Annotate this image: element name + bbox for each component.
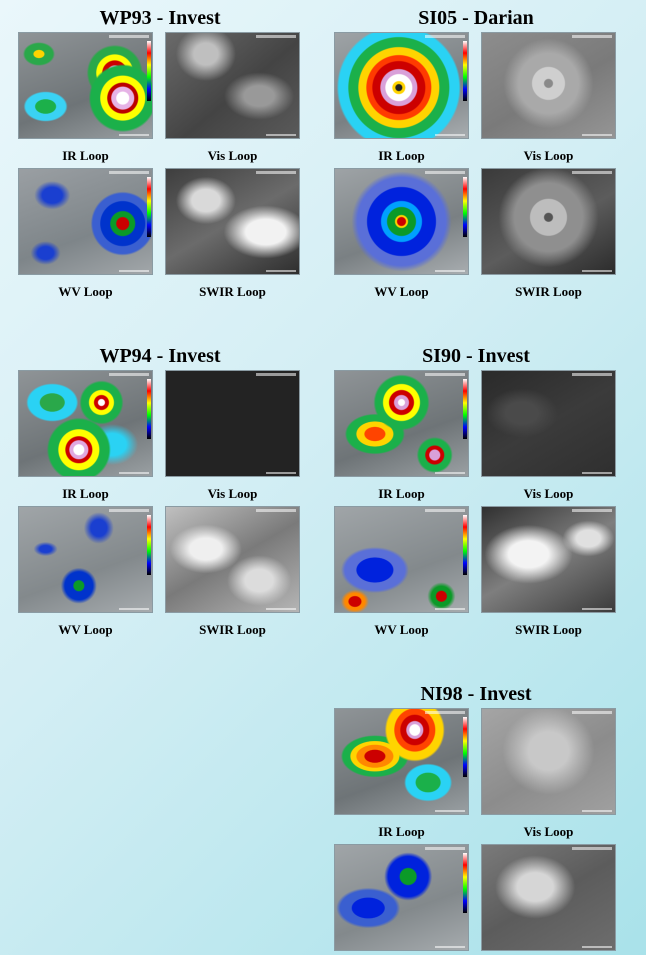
swir-loop-cell [481,844,616,951]
wv-loop-cell: WV Loop [18,506,153,638]
vis-loop-cell: Vis Loop [165,32,300,164]
storm-title: NI98 - Invest [420,683,532,705]
wv-loop-thumbnail[interactable] [18,168,153,275]
storm-panel-wp94: WP94 - Invest IR Loop Vis Loop WV Loop S… [15,344,305,660]
swir-loop-thumbnail[interactable] [481,168,616,275]
ir-loop-link[interactable]: IR Loop [62,486,109,501]
wv-loop-cell [334,844,469,951]
storm-title: SI05 - Darian [418,7,534,29]
vis-loop-link[interactable]: Vis Loop [207,148,258,163]
vis-loop-link[interactable]: Vis Loop [523,148,574,163]
vis-loop-link[interactable]: Vis Loop [523,824,574,839]
vis-loop-cell: Vis Loop [481,370,616,502]
swir-loop-cell: SWIR Loop [165,168,300,300]
vis-loop-cell: Vis Loop [165,370,300,502]
ir-loop-link[interactable]: IR Loop [378,824,425,839]
swir-loop-cell: SWIR Loop [481,506,616,638]
ir-loop-thumbnail[interactable] [334,32,469,139]
ir-loop-link[interactable]: IR Loop [378,486,425,501]
swir-loop-link[interactable]: SWIR Loop [515,622,582,637]
vis-loop-thumbnail[interactable] [481,32,616,139]
wv-loop-thumbnail[interactable] [334,168,469,275]
swir-loop-link[interactable]: SWIR Loop [515,284,582,299]
vis-loop-thumbnail[interactable] [481,708,616,815]
ir-loop-link[interactable]: IR Loop [378,148,425,163]
loop-grid: IR Loop Vis Loop WV Loop SWIR Loop [15,370,305,660]
ir-loop-link[interactable]: IR Loop [62,148,109,163]
ir-loop-cell: IR Loop [334,32,469,164]
vis-loop-thumbnail[interactable] [481,370,616,477]
swir-loop-thumbnail[interactable] [481,506,616,613]
storm-panel-si90: SI90 - Invest IR Loop Vis Loop WV Loop S… [331,344,621,660]
swir-loop-link[interactable]: SWIR Loop [199,622,266,637]
ir-loop-cell: IR Loop [334,370,469,502]
vis-loop-link[interactable]: Vis Loop [207,486,258,501]
swir-loop-cell: SWIR Loop [165,506,300,638]
storm-title: WP93 - Invest [99,7,221,29]
wv-loop-thumbnail[interactable] [334,506,469,613]
ir-loop-thumbnail[interactable] [334,708,469,815]
vis-loop-thumbnail[interactable] [165,32,300,139]
storm-panel-si05: SI05 - Darian IR Loop Vis Loop WV Loop S… [331,6,621,322]
vis-loop-cell: Vis Loop [481,708,616,840]
wv-loop-link[interactable]: WV Loop [58,284,113,299]
wv-loop-thumbnail[interactable] [18,506,153,613]
swir-loop-link[interactable]: SWIR Loop [199,284,266,299]
wv-loop-cell: WV Loop [18,168,153,300]
loop-grid: IR Loop Vis Loop WV Loop SWIR Loop [15,32,305,322]
ir-loop-thumbnail[interactable] [18,370,153,477]
vis-loop-thumbnail[interactable] [165,370,300,477]
ir-loop-cell: IR Loop [334,708,469,840]
ir-loop-thumbnail[interactable] [18,32,153,139]
ir-loop-cell: IR Loop [18,370,153,502]
vis-loop-link[interactable]: Vis Loop [523,486,574,501]
ir-loop-thumbnail[interactable] [334,370,469,477]
loop-grid: IR Loop Vis Loop [331,708,621,953]
ir-loop-cell: IR Loop [18,32,153,164]
wv-loop-link[interactable]: WV Loop [374,622,429,637]
swir-loop-thumbnail[interactable] [481,844,616,951]
storm-panel-ni98: NI98 - Invest IR Loop Vis Loop [331,682,621,953]
loop-grid: IR Loop Vis Loop WV Loop SWIR Loop [331,370,621,660]
swir-loop-cell: SWIR Loop [481,168,616,300]
swir-loop-thumbnail[interactable] [165,506,300,613]
storm-panel-wp93: WP93 - Invest IR Loop Vis Loop WV Loop S… [15,6,305,322]
storm-title: WP94 - Invest [99,345,221,367]
wv-loop-link[interactable]: WV Loop [374,284,429,299]
wv-loop-cell: WV Loop [334,168,469,300]
swir-loop-thumbnail[interactable] [165,168,300,275]
vis-loop-cell: Vis Loop [481,32,616,164]
loop-grid: IR Loop Vis Loop WV Loop SWIR Loop [331,32,621,322]
wv-loop-cell: WV Loop [334,506,469,638]
storm-title: SI90 - Invest [422,345,530,367]
wv-loop-thumbnail[interactable] [334,844,469,951]
wv-loop-link[interactable]: WV Loop [58,622,113,637]
